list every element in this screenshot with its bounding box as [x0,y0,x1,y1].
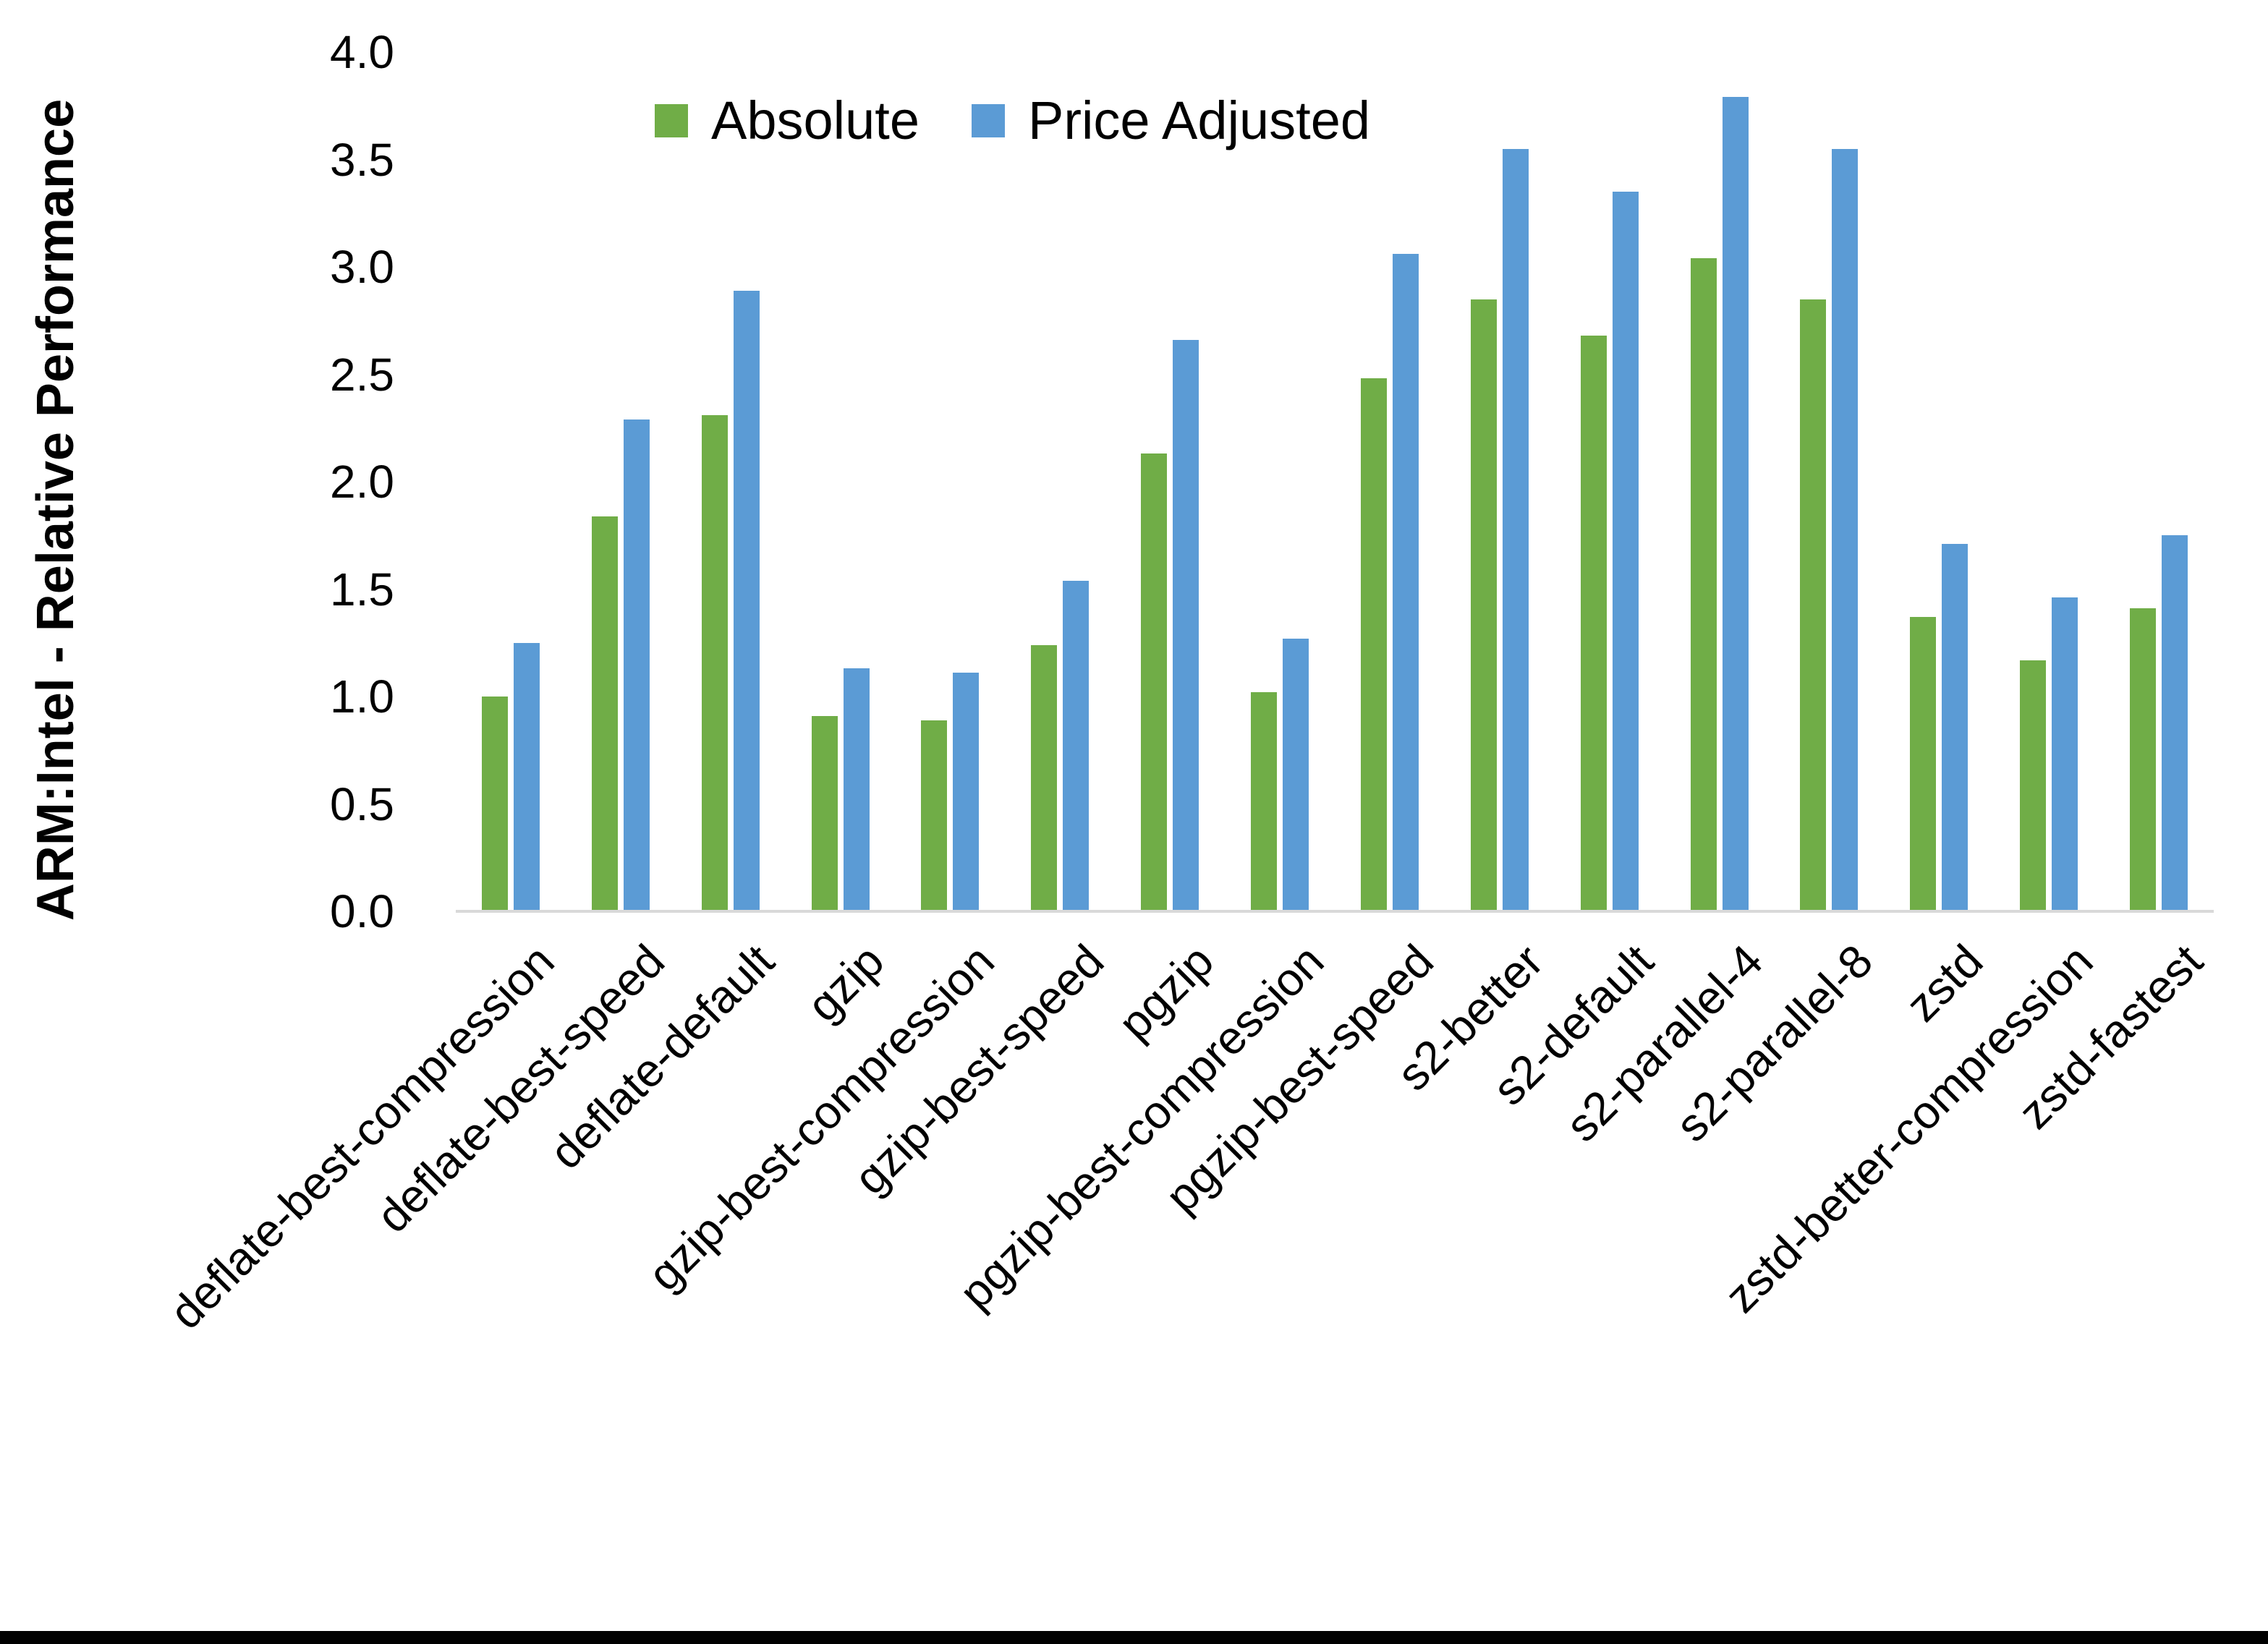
legend-label: Price Adjusted [1027,90,1371,150]
y-tick-label-3.5: 3.5 [330,133,394,186]
bar-absolute-pgzip-best-compression [1251,692,1278,911]
bar-absolute-deflate-default [701,414,728,911]
bar-absolute-gzip [811,715,838,911]
bar-absolute-deflate-best-compression [481,697,508,911]
bar-absolute-zstd-better-compression [2020,660,2047,911]
bar-price-adjusted-zstd-better-compression [2052,597,2078,911]
bar-absolute-pgzip [1141,453,1168,911]
legend-swatch-icon [655,104,688,137]
x-category-label-zstd: zstd [1895,934,1993,1032]
bar-absolute-gzip-best-speed [1031,644,1058,911]
bar-price-adjusted-zstd [1942,544,1968,911]
bar-group-s2-parallel-8 [1775,52,1885,911]
bar-price-adjusted-gzip [843,668,870,911]
bar-price-adjusted-zstd-fastest [2162,535,2188,911]
bar-absolute-deflate-best-speed [591,516,618,911]
bar-price-adjusted-deflate-best-speed [623,419,650,911]
bar-absolute-gzip-best-compression [921,720,948,911]
y-tick-label-2.0: 2.0 [330,456,394,508]
bar-price-adjusted-s2-parallel-8 [1832,148,1859,911]
bar-group-gzip [786,52,896,911]
bar-price-adjusted-s2-parallel-4 [1722,97,1749,911]
bar-price-adjusted-pgzip-best-compression [1283,638,1309,911]
bar-group-deflate-best-speed [566,52,676,911]
bar-group-pgzip-best-compression [1225,52,1335,911]
y-tick-label-1.5: 1.5 [330,563,394,616]
bar-price-adjusted-deflate-default [733,290,760,911]
bar-group-deflate-best-compression [456,52,566,911]
legend-swatch-icon [971,104,1005,137]
bar-group-zstd [1884,52,1994,911]
bar-absolute-s2-better [1470,299,1497,911]
legend-label: Absolute [711,90,919,150]
bar-absolute-zstd-fastest [2130,608,2157,911]
bar-group-pgzip [1115,52,1225,911]
legend: Absolute Price Adjusted [655,94,1370,148]
bar-group-deflate-default [676,52,786,911]
bar-price-adjusted-gzip-best-speed [1063,580,1090,911]
bar-price-adjusted-deflate-best-compression [513,642,540,911]
bar-absolute-s2-parallel-4 [1690,258,1717,911]
bar-group-gzip-best-speed [1005,52,1115,911]
legend-item-price-adjusted: Price Adjusted [971,90,1371,150]
bar-absolute-pgzip-best-speed [1360,378,1387,911]
y-tick-label-3.0: 3.0 [330,241,394,293]
bar-group-zstd-better-compression [1994,52,2104,911]
bar-absolute-s2-parallel-8 [1800,299,1827,911]
y-tick-label-1.0: 1.0 [330,670,394,723]
y-tick-label-0.0: 0.0 [330,885,394,937]
bar-absolute-zstd [1910,617,1937,911]
bar-group-s2-default [1555,52,1665,911]
x-category-label-gzip: gzip [797,934,894,1032]
bar-group-pgzip-best-speed [1335,52,1445,911]
bar-group-s2-parallel-4 [1665,52,1775,911]
bar-price-adjusted-pgzip [1173,339,1199,911]
x-axis-line [456,910,2214,913]
bottom-border-line [0,1631,2268,1644]
legend-item-absolute: Absolute [655,94,919,148]
plot-area [456,52,2214,911]
y-tick-label-4.0: 4.0 [330,26,394,78]
y-tick-label-0.5: 0.5 [330,778,394,830]
bar-group-gzip-best-compression [896,52,1006,911]
bar-price-adjusted-s2-better [1502,148,1529,911]
bar-absolute-s2-default [1580,336,1607,911]
bar-price-adjusted-pgzip-best-speed [1392,254,1419,911]
bar-price-adjusted-gzip-best-compression [953,673,980,911]
y-tick-label-2.5: 2.5 [330,348,394,401]
bar-group-s2-better [1445,52,1555,911]
y-axis-title: ARM:Intel - Relative Performance [27,98,85,921]
bar-price-adjusted-s2-default [1612,192,1639,911]
bar-group-zstd-fastest [2104,52,2214,911]
